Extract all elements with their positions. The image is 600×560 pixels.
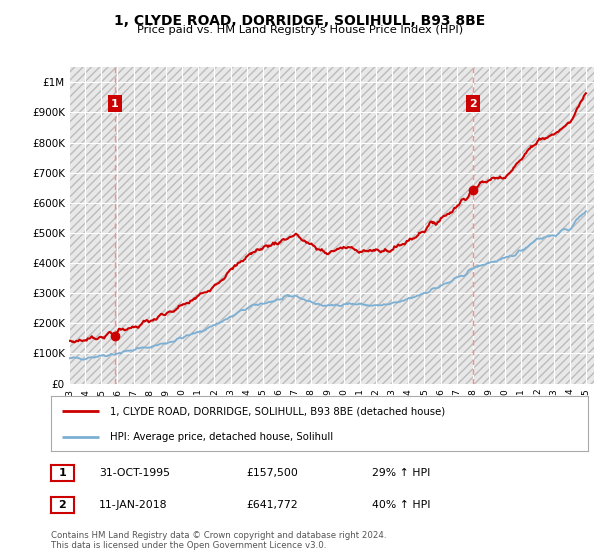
- Text: 1: 1: [111, 99, 119, 109]
- Text: £157,500: £157,500: [246, 468, 298, 478]
- Text: 29% ↑ HPI: 29% ↑ HPI: [372, 468, 430, 478]
- Text: £641,772: £641,772: [246, 500, 298, 510]
- Text: 40% ↑ HPI: 40% ↑ HPI: [372, 500, 431, 510]
- Text: 31-OCT-1995: 31-OCT-1995: [99, 468, 170, 478]
- Text: 1: 1: [59, 468, 66, 478]
- Text: 2: 2: [59, 500, 66, 510]
- Text: 1, CLYDE ROAD, DORRIDGE, SOLIHULL, B93 8BE (detached house): 1, CLYDE ROAD, DORRIDGE, SOLIHULL, B93 8…: [110, 407, 445, 416]
- Text: 1, CLYDE ROAD, DORRIDGE, SOLIHULL, B93 8BE: 1, CLYDE ROAD, DORRIDGE, SOLIHULL, B93 8…: [115, 14, 485, 28]
- Text: HPI: Average price, detached house, Solihull: HPI: Average price, detached house, Soli…: [110, 432, 333, 442]
- Text: 2: 2: [469, 99, 477, 109]
- Text: 11-JAN-2018: 11-JAN-2018: [99, 500, 167, 510]
- Text: Price paid vs. HM Land Registry's House Price Index (HPI): Price paid vs. HM Land Registry's House …: [137, 25, 463, 35]
- Text: Contains HM Land Registry data © Crown copyright and database right 2024.
This d: Contains HM Land Registry data © Crown c…: [51, 531, 386, 550]
